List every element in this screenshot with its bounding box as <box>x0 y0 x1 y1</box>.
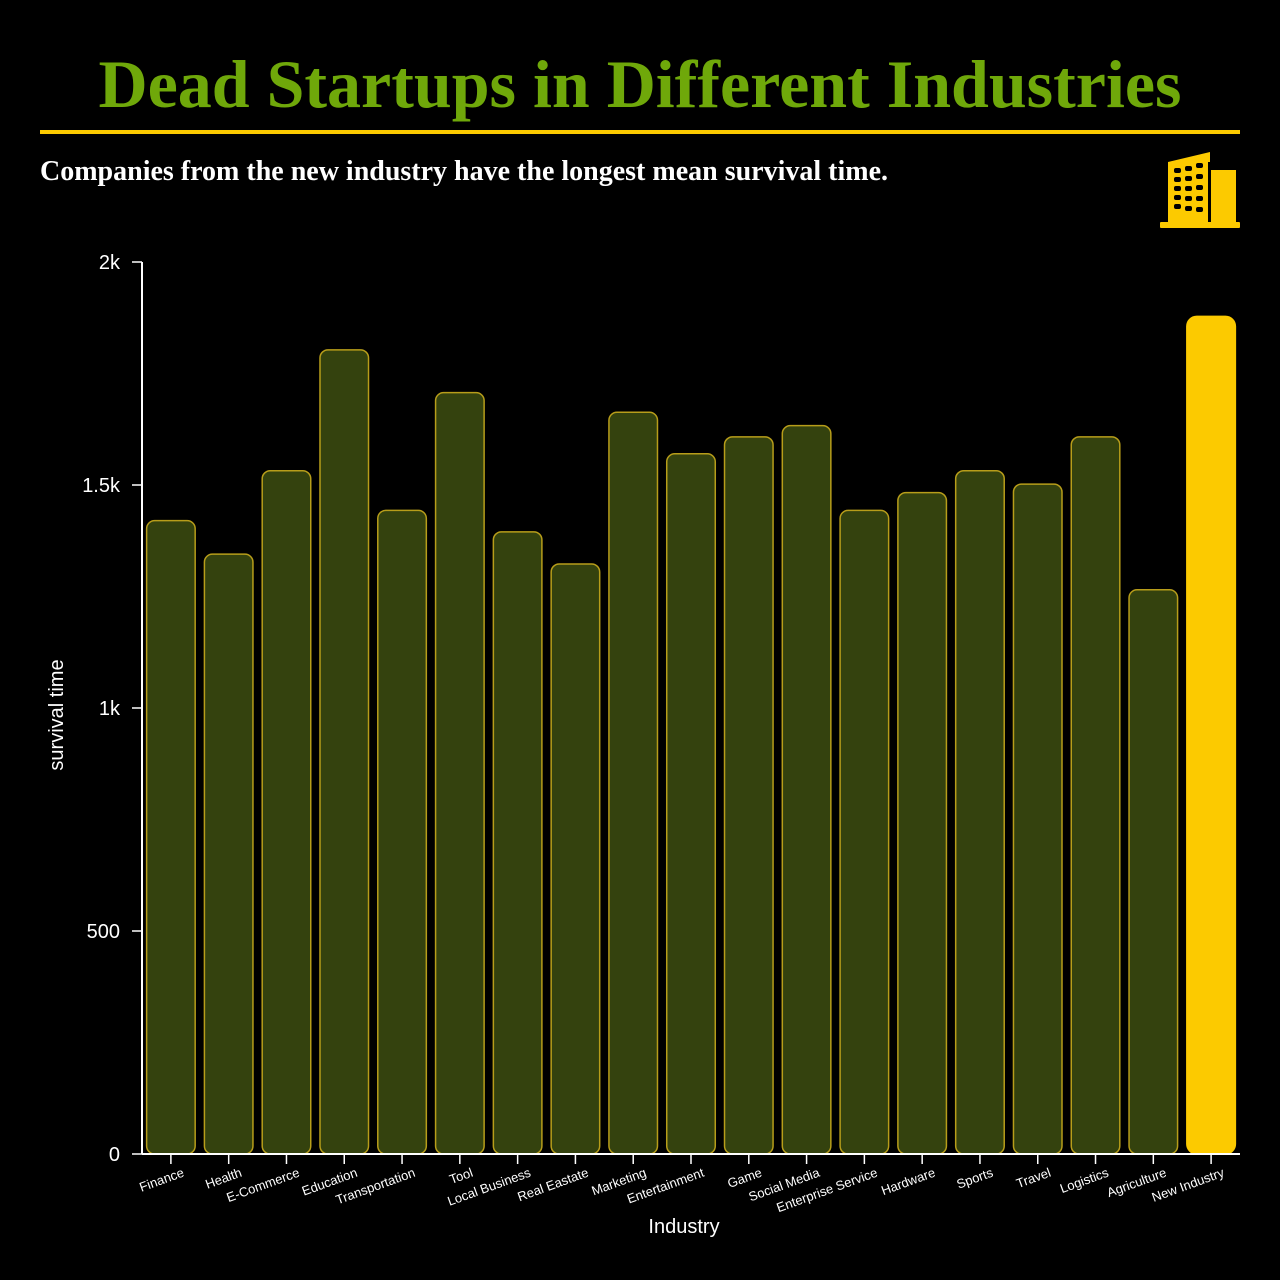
office-building-icon <box>1160 152 1240 228</box>
bar-marketing <box>608 411 659 1155</box>
x-tick-label: Sports <box>955 1165 996 1192</box>
bar-e-commerce <box>261 469 312 1155</box>
chart-subtitle: Companies from the new industry have the… <box>40 156 889 187</box>
bar-transportation <box>377 509 428 1155</box>
y-tick-label: 500 <box>87 921 120 943</box>
bar-finance <box>145 519 196 1155</box>
bar-game <box>723 436 774 1155</box>
x-axis-title: Industry <box>648 1216 719 1238</box>
bar-logistics <box>1070 436 1121 1155</box>
x-tick-label: Hardware <box>879 1165 937 1198</box>
bar-agriculture <box>1128 589 1179 1155</box>
bar-health <box>203 553 254 1155</box>
y-tick-label: 1.5k <box>82 475 121 497</box>
bar-new-industry <box>1186 315 1237 1155</box>
bar-hardware <box>897 491 948 1155</box>
axes-layer: Finance HealthE-CommerceEducationTranspor… <box>82 252 1240 1215</box>
bars-layer <box>145 315 1237 1155</box>
y-axis-title: survival time <box>46 659 68 770</box>
bar-tool <box>434 391 485 1155</box>
bar-travel <box>1012 483 1063 1155</box>
bar-sports <box>954 469 1005 1155</box>
x-tick-label: Finance <box>137 1165 186 1195</box>
x-tick-label: Tool <box>447 1165 475 1187</box>
x-tick-label: Logistics <box>1058 1165 1111 1197</box>
y-tick-label: 0 <box>109 1144 120 1166</box>
bar-local-business <box>492 531 543 1155</box>
bar-real-eastate <box>550 563 601 1155</box>
title-underline <box>40 130 1240 134</box>
bar-enterprise-service <box>839 509 890 1155</box>
y-tick-label: 2k <box>99 252 121 274</box>
bar-entertainment <box>665 453 717 1155</box>
bar-social-media <box>781 424 832 1155</box>
y-tick-label: 1k <box>99 698 121 720</box>
x-tick-label: Travel <box>1014 1165 1053 1191</box>
bar-education <box>319 349 370 1155</box>
chart-title: Dead Startups in Different Industries <box>98 46 1182 122</box>
